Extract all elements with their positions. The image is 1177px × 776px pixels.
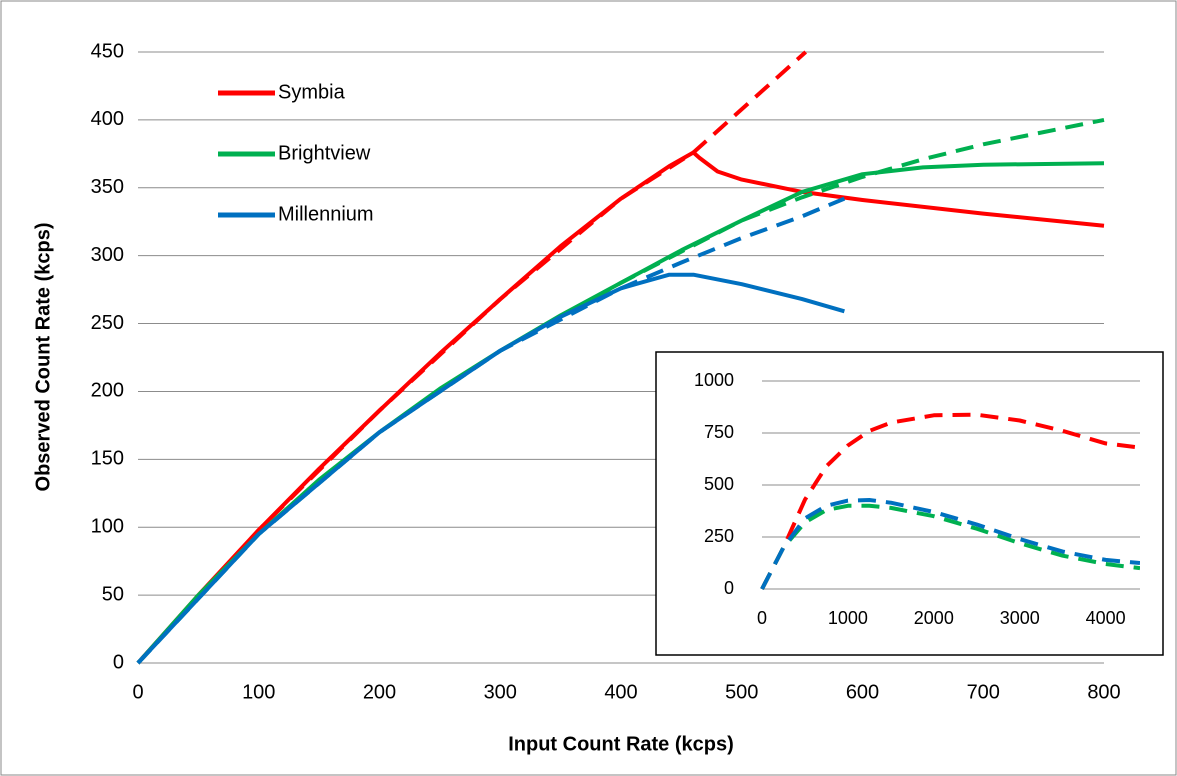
x-tick-label: 4000: [1086, 608, 1126, 628]
y-axis-title: Observed Count Rate (kcps): [32, 223, 54, 492]
x-tick-label: 0: [757, 608, 767, 628]
fit-line: [760, 498, 1140, 590]
x-tick-label: 200: [363, 681, 396, 703]
inset-frame: [655, 351, 1164, 656]
x-tick-label: 1000: [828, 608, 868, 628]
x-axis-title: Input Count Rate (kcps): [508, 733, 734, 755]
x-tick-label: 0: [132, 681, 143, 703]
y-tick-label: 350: [91, 176, 124, 198]
y-tick-label: 500: [704, 474, 734, 494]
legend-label: Symbia: [278, 81, 346, 103]
x-tick-label: 700: [967, 681, 1000, 703]
y-tick-label: 450: [91, 40, 124, 62]
x-tick-label: 800: [1087, 681, 1120, 703]
y-tick-label: 250: [91, 312, 124, 334]
y-tick-label: 1000: [694, 370, 734, 390]
y-tick-label: 250: [704, 526, 734, 546]
fit-line: [136, 50, 808, 665]
fit-line: [136, 196, 846, 665]
x-tick-label: 600: [846, 681, 879, 703]
y-tick-label: 150: [91, 448, 124, 470]
fit-line: [760, 503, 1140, 590]
y-tick-label: 200: [91, 380, 124, 402]
x-tick-label: 400: [604, 681, 637, 703]
y-tick-label: 50: [102, 583, 124, 605]
x-tick-label: 100: [242, 681, 275, 703]
x-tick-label: 500: [725, 681, 758, 703]
main-plot: 0 50 100 150 200 250 300 350 400 450 0 100 200 300 400…: [91, 40, 1121, 703]
y-tick-label: 750: [704, 422, 734, 442]
x-tick-label: 300: [484, 681, 517, 703]
legend-label: Millennium: [278, 203, 374, 225]
y-tick-label: 0: [724, 578, 734, 598]
y-tick-label: 400: [91, 108, 124, 130]
y-tick-label: 100: [91, 516, 124, 538]
legend-label: Brightview: [278, 142, 371, 164]
fit-line: [760, 412, 1140, 590]
y-tick-label: 0: [113, 651, 124, 673]
inset-plot: 0 250 500 750 1000 0 1000 2000 3000 4000: [694, 370, 1140, 628]
y-tick-label: 300: [91, 244, 124, 266]
x-tick-label: 2000: [914, 608, 954, 628]
x-tick-label: 3000: [1000, 608, 1040, 628]
